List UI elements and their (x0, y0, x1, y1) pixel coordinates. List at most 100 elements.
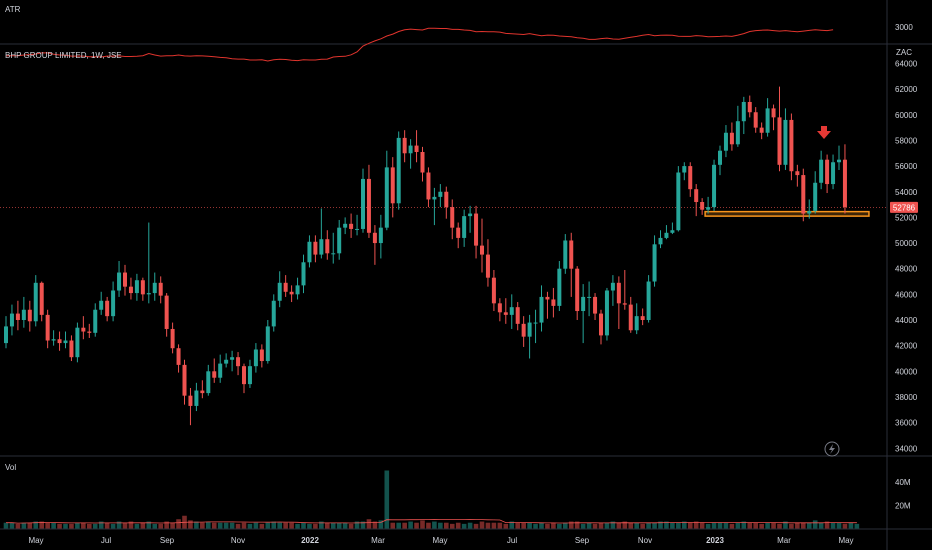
candle[interactable] (658, 230, 663, 249)
axis-layer[interactable]: 64000 62000 60000 58000 56000 54000 52000 50000… (28, 23, 917, 545)
candle[interactable] (735, 105, 740, 147)
candle[interactable] (747, 95, 752, 118)
candle[interactable] (712, 159, 717, 211)
candle[interactable] (539, 285, 544, 332)
candle[interactable] (610, 275, 615, 306)
candle[interactable] (247, 359, 252, 388)
candle[interactable] (349, 213, 354, 238)
candle[interactable] (468, 205, 473, 233)
candle[interactable] (503, 298, 508, 324)
candle[interactable] (15, 300, 20, 331)
candle[interactable] (390, 157, 395, 218)
candle[interactable] (676, 166, 681, 232)
candle[interactable] (581, 284, 586, 344)
candle[interactable] (325, 230, 330, 260)
candle[interactable] (331, 232, 336, 264)
candle[interactable] (111, 281, 116, 322)
candle[interactable] (99, 291, 104, 315)
candle[interactable] (170, 322, 175, 354)
candle[interactable] (622, 269, 627, 310)
candle[interactable] (723, 125, 728, 158)
down-arrow-icon[interactable] (817, 126, 831, 139)
candle[interactable] (557, 261, 562, 312)
candle[interactable] (372, 225, 377, 265)
candle[interactable] (831, 154, 836, 190)
candle[interactable] (545, 291, 550, 319)
main-pane-title[interactable]: BHP GROUP LIMITED, 1W, JSE (5, 51, 122, 60)
candle[interactable] (825, 154, 830, 194)
candle[interactable] (718, 145, 722, 176)
candle[interactable] (741, 96, 746, 135)
candle[interactable] (616, 276, 621, 329)
candle[interactable] (652, 235, 657, 287)
candle[interactable] (706, 196, 711, 214)
candle[interactable] (575, 266, 580, 320)
candle[interactable] (146, 222, 151, 304)
candle[interactable] (39, 281, 44, 322)
candle[interactable] (771, 104, 776, 131)
candle[interactable] (117, 261, 122, 297)
candle[interactable] (813, 171, 818, 214)
candle[interactable] (480, 218, 484, 273)
volume-pane-title[interactable]: Vol (5, 463, 17, 472)
candle[interactable] (759, 122, 764, 140)
candle[interactable] (194, 382, 199, 412)
candle[interactable] (295, 277, 300, 300)
candle[interactable] (527, 314, 532, 359)
candle[interactable] (355, 214, 360, 236)
candle[interactable] (789, 113, 794, 181)
atr-line[interactable] (6, 27, 834, 62)
candle[interactable] (105, 296, 110, 322)
candle[interactable] (402, 130, 407, 163)
candle[interactable] (361, 168, 365, 233)
candle[interactable] (271, 294, 276, 332)
candle[interactable] (420, 146, 425, 182)
candle[interactable] (688, 162, 693, 197)
candle[interactable] (9, 304, 14, 336)
candle[interactable] (807, 199, 812, 219)
candle[interactable] (242, 363, 246, 394)
candle[interactable] (593, 293, 598, 320)
candle[interactable] (21, 296, 26, 328)
candle[interactable] (765, 98, 770, 137)
candle[interactable] (212, 358, 217, 383)
candle[interactable] (533, 309, 538, 344)
candle[interactable] (491, 269, 496, 312)
candle[interactable] (604, 287, 609, 341)
candle[interactable] (414, 130, 419, 163)
candle[interactable] (700, 198, 705, 215)
candle[interactable] (396, 131, 401, 210)
candle[interactable] (337, 219, 342, 260)
candle[interactable] (69, 335, 74, 362)
candle[interactable] (634, 303, 639, 335)
candle[interactable] (343, 217, 348, 235)
candle[interactable] (664, 225, 669, 240)
candle[interactable] (87, 323, 92, 338)
candle[interactable] (128, 277, 133, 300)
candle[interactable] (33, 275, 38, 327)
candle[interactable] (729, 122, 734, 151)
candle[interactable] (444, 186, 449, 219)
candle[interactable] (289, 285, 294, 303)
candle[interactable] (81, 316, 86, 340)
candle[interactable] (426, 167, 431, 208)
candle[interactable] (75, 322, 80, 363)
candle[interactable] (438, 184, 443, 208)
candle[interactable] (236, 352, 241, 376)
candle[interactable] (319, 208, 324, 259)
candle[interactable] (63, 331, 68, 349)
candle[interactable] (432, 187, 437, 226)
candle[interactable] (4, 316, 8, 349)
candle[interactable] (628, 296, 633, 333)
candle[interactable] (176, 344, 181, 373)
candle[interactable] (164, 293, 169, 337)
candle[interactable] (200, 380, 205, 399)
candle[interactable] (842, 144, 847, 214)
candle[interactable] (206, 364, 211, 396)
candle[interactable] (283, 275, 288, 297)
candle[interactable] (253, 343, 258, 373)
candle[interactable] (277, 271, 282, 308)
candle[interactable] (551, 287, 556, 318)
atr-pane-title[interactable]: ATR (5, 5, 21, 14)
